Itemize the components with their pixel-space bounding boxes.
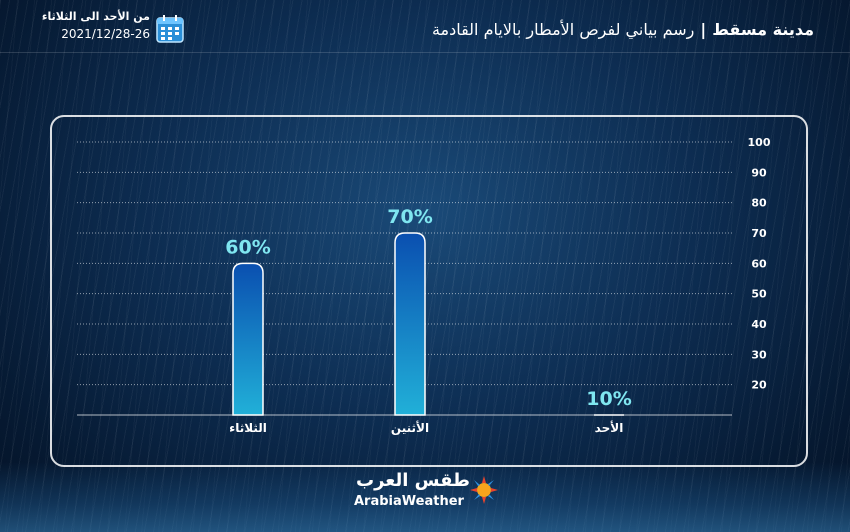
- y-tick-label: 20: [751, 379, 767, 392]
- y-tick-label: 50: [751, 288, 767, 301]
- date-block: من الأحد الى الثلاثاء 2021/12/28-26: [40, 10, 150, 41]
- date-value: 2021/12/28-26: [61, 27, 150, 41]
- y-tick-label: 70: [751, 227, 767, 240]
- bar: [232, 262, 264, 416]
- y-tick-label: 100: [748, 136, 771, 149]
- sun-logo-icon: [470, 476, 498, 504]
- bar-value-label: 10%: [586, 388, 631, 410]
- rain-chance-chart: 20 30 40 50 60 70 80 90 100 60% الثلاثاء 70% الأثنين…: [77, 136, 771, 435]
- header: مدينة مسقط | رسم بياني لفرص الأمطار بالايا…: [0, 0, 850, 53]
- page-title: مدينة مسقط | رسم بياني لفرص الأمطار بالايا…: [432, 20, 814, 39]
- bar-value-label: 70%: [387, 206, 432, 228]
- brand-logo: طقس العرب ArabiaWeather: [350, 470, 500, 520]
- y-tick-label: 90: [751, 166, 767, 179]
- y-tick-label: 30: [751, 348, 767, 361]
- calendar-icon: [156, 15, 184, 43]
- chart-subtitle: رسم بياني لفرص الأمطار بالايام القادمة: [431, 20, 695, 39]
- bar-value-label: 60%: [225, 236, 270, 258]
- ground-glow: [0, 462, 850, 532]
- y-tick-label: 80: [751, 197, 767, 210]
- city-name: مدينة مسقط: [712, 20, 814, 39]
- date-range: من الأحد الى الثلاثاء: [41, 10, 150, 23]
- category-label: الثلاثاء: [229, 421, 267, 435]
- logo-arabic-text: طقس العرب: [356, 470, 470, 491]
- title-separator: |: [700, 20, 707, 39]
- bar: [394, 232, 426, 416]
- y-tick-label: 40: [751, 318, 767, 331]
- logo-english-text: ArabiaWeather: [354, 494, 464, 509]
- y-tick-label: 60: [751, 257, 767, 270]
- chart-frame: 20 30 40 50 60 70 80 90 100 60% الثلاثاء 70% الأثنين…: [50, 115, 808, 467]
- category-label: الأثنين: [391, 420, 429, 435]
- category-label: الأحد: [595, 420, 624, 435]
